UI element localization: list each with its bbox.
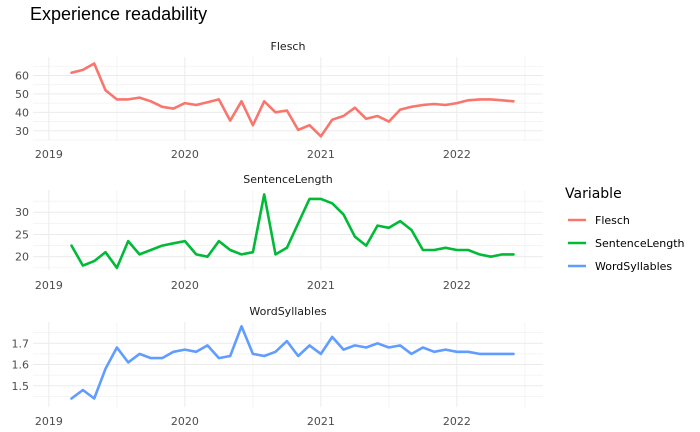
y-tick-label: 25 [15,228,29,241]
x-tick-label: 2022 [443,148,471,161]
y-tick-label: 30 [15,125,29,138]
y-tick-label: 20 [15,251,29,264]
legend-label: WordSyllables [595,260,672,273]
x-tick-label: 2019 [35,148,63,161]
x-tick-label: 2021 [307,148,335,161]
facet-strip-label: SentenceLength [243,173,333,186]
x-tick-label: 2020 [171,415,199,428]
legend-label: SentenceLength [595,237,685,250]
y-tick-label: 50 [15,88,29,101]
panel-sentencelength: 20 25 30 2019 2020 2021 2022 SentenceLength [15,173,543,292]
x-tick-label: 2022 [443,415,471,428]
y-tick-label: 40 [15,106,29,119]
legend-label: Flesch [595,214,630,227]
series-line-sentencelength [70,193,515,270]
panel-wordsyllables: 1.5 1.6 1.7 2019 2020 2021 2022 WordSyllables [12,305,543,428]
x-tick-label: 2022 [443,279,471,292]
x-tick-label: 2021 [307,279,335,292]
x-tick-label: 2021 [307,415,335,428]
y-tick-label: 60 [15,69,29,82]
x-tick-label: 2019 [35,279,63,292]
legend-title: Variable [565,186,622,202]
panel-flesch: 30 40 50 60 2019 2020 2021 2022 Flesch [15,40,543,161]
y-tick-label: 1.7 [12,337,30,350]
facet-strip-label: WordSyllables [249,305,326,318]
chart-title: Experience readability [30,4,208,24]
y-tick-label: 1.5 [12,380,30,393]
x-tick-label: 2020 [171,279,199,292]
series-line-wordsyllables [70,324,515,400]
series-line-flesch [70,62,515,138]
x-tick-label: 2019 [35,415,63,428]
x-tick-label: 2020 [171,148,199,161]
legend: Variable Flesch SentenceLength WordSyllable… [565,186,685,273]
y-tick-label: 30 [15,206,29,219]
facet-strip-label: Flesch [271,40,306,53]
y-tick-label: 1.6 [12,359,30,372]
